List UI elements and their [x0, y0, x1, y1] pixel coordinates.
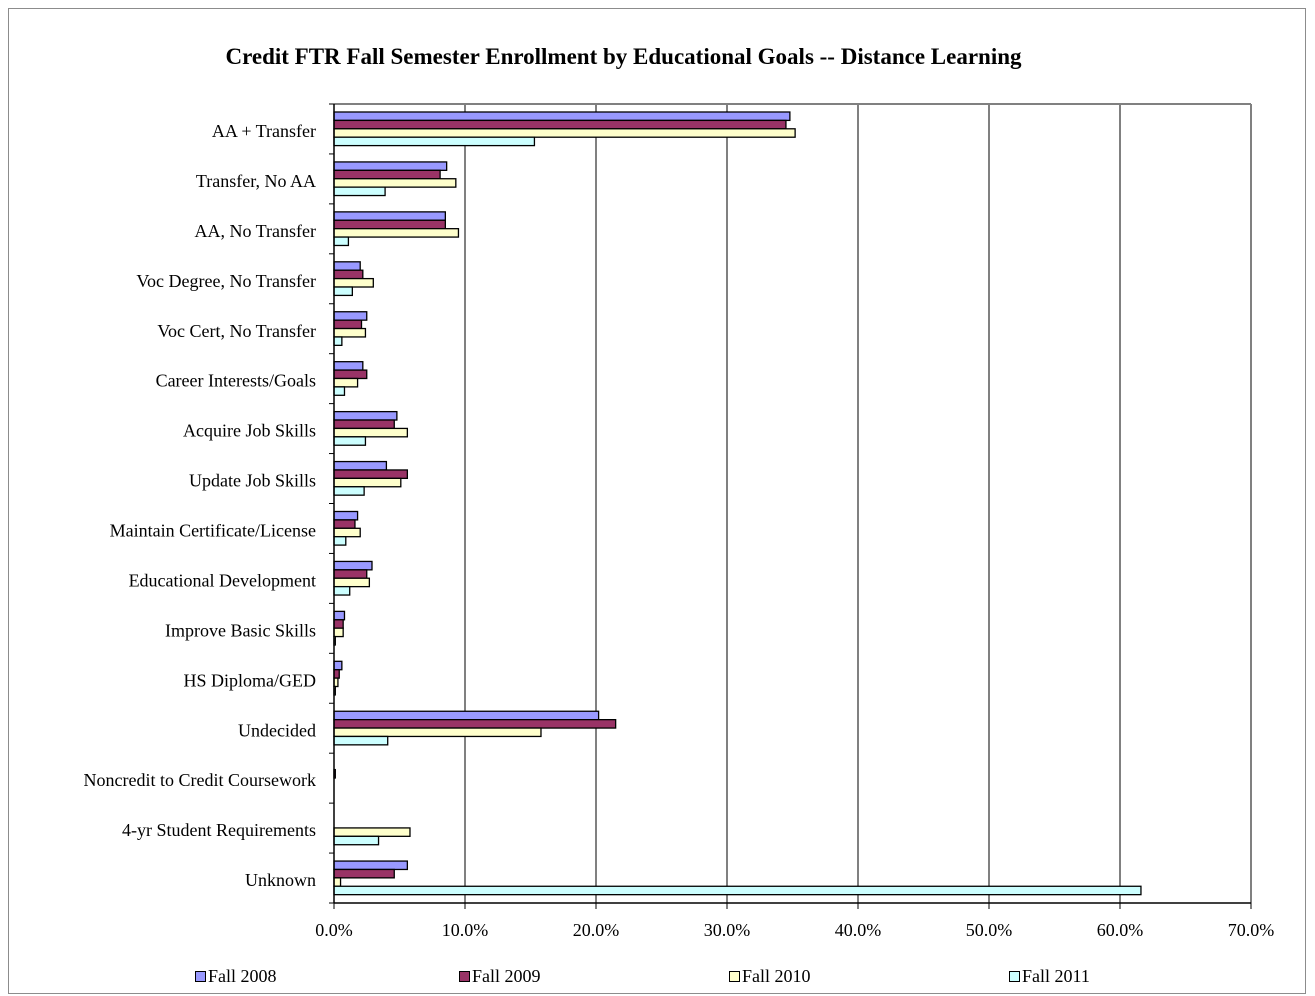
- bar-fall-2009: [333, 219, 446, 230]
- bar-fall-2009: [333, 619, 344, 629]
- category-label: Maintain Certificate/License: [110, 521, 316, 541]
- bar-fall-2011: [333, 735, 389, 746]
- legend-item: Fall 2008: [195, 966, 277, 987]
- category-label: Undecided: [238, 720, 316, 740]
- bar-fall-2009: [333, 669, 340, 679]
- x-tick-label: 0.0%: [315, 920, 353, 940]
- category-label: Career Interests/Goals: [156, 371, 316, 391]
- bar-fall-2010: [333, 527, 361, 538]
- bar-fall-2011: [333, 286, 353, 297]
- bar-fall-2008: [333, 560, 373, 571]
- bar-fall-2008: [333, 610, 346, 621]
- bar-fall-2009: [333, 419, 395, 430]
- bar-fall-2008: [333, 860, 409, 871]
- bar-fall-2011: [333, 885, 1142, 896]
- bar-fall-2008: [333, 211, 446, 221]
- x-tick-label: 70.0%: [1228, 920, 1275, 940]
- category-label: Update Job Skills: [189, 471, 316, 491]
- legend-label: Fall 2010: [742, 966, 811, 986]
- x-tick-label: 10.0%: [442, 920, 489, 940]
- category-label: Voc Degree, No Transfer: [136, 271, 316, 291]
- bar-fall-2009: [333, 719, 617, 729]
- bar-fall-2009: [333, 119, 787, 130]
- bar-fall-2010: [333, 377, 359, 388]
- chart-title: Credit FTR Fall Semester Enrollment by E…: [225, 44, 1022, 69]
- x-tick-label: 40.0%: [835, 920, 882, 940]
- bar-fall-2009: [333, 369, 368, 380]
- bar-fall-2010: [333, 827, 411, 837]
- bar-fall-2008: [333, 710, 600, 721]
- bar-fall-2009: [333, 519, 356, 529]
- bar-fall-2010: [333, 427, 409, 438]
- bar-fall-2011: [333, 486, 365, 496]
- category-label: Noncredit to Credit Coursework: [84, 770, 316, 790]
- bar-fall-2010: [333, 577, 371, 588]
- bar-fall-2010: [333, 327, 367, 338]
- axes: [329, 103, 1252, 909]
- legend: Fall 2008 Fall 2009 Fall 2010 Fall 2011: [195, 966, 1295, 992]
- bar-fall-2010: [333, 128, 796, 138]
- category-label: Acquire Job Skills: [183, 421, 316, 441]
- bar-fall-2009: [333, 569, 368, 579]
- bar-fall-2008: [333, 361, 364, 371]
- bar-fall-2009: [333, 868, 395, 879]
- bar-fall-2010: [333, 277, 374, 288]
- bar-fall-2009: [333, 169, 441, 180]
- bar-fall-2011: [333, 536, 347, 546]
- category-label: Educational Development: [129, 570, 316, 590]
- category-label: Transfer, No AA: [196, 171, 316, 191]
- bar-fall-2011: [333, 386, 346, 396]
- bar-fall-2008: [333, 111, 791, 122]
- legend-swatch: [1009, 971, 1020, 982]
- bar-fall-2011: [333, 835, 380, 846]
- bar-fall-2008: [333, 460, 388, 471]
- bar-fall-2011: [333, 336, 343, 347]
- legend-label: Fall 2008: [208, 966, 277, 986]
- legend-label: Fall 2011: [1022, 966, 1090, 986]
- chart-frame: [8, 8, 1306, 994]
- category-label: Voc Cert, No Transfer: [157, 321, 316, 341]
- category-label: Improve Basic Skills: [165, 620, 316, 640]
- bar-fall-2010: [333, 627, 344, 638]
- x-tick-label: 20.0%: [573, 920, 620, 940]
- category-label: 4-yr Student Requirements: [122, 820, 316, 840]
- legend-swatch: [729, 971, 740, 982]
- bars: [333, 111, 1142, 896]
- gridlines: [464, 104, 1121, 903]
- bar-fall-2008: [333, 660, 343, 671]
- category-label: Unknown: [245, 870, 316, 890]
- x-tick-label: 50.0%: [966, 920, 1013, 940]
- bar-fall-2008: [333, 261, 361, 271]
- bar-fall-2011: [333, 236, 350, 247]
- bar-fall-2009: [333, 469, 409, 480]
- bar-fall-2011: [333, 436, 367, 446]
- axis-labels: 0.0% 10.0% 20.0% 30.0% 40.0% 50.0% 60.0% 70.0% A…: [84, 121, 1275, 940]
- bar-fall-2008: [333, 510, 359, 521]
- bar-fall-2010: [333, 228, 460, 238]
- bar-fall-2011: [333, 136, 536, 147]
- legend-swatch: [459, 971, 470, 982]
- x-tick-label: 60.0%: [1097, 920, 1144, 940]
- bar-fall-2008: [333, 311, 368, 321]
- category-label: AA + Transfer: [212, 121, 316, 141]
- legend-item: Fall 2010: [729, 966, 811, 987]
- bar-fall-2011: [333, 186, 386, 197]
- bar-fall-2010: [333, 477, 402, 488]
- legend-item: Fall 2009: [459, 966, 541, 987]
- x-tick-label: 30.0%: [704, 920, 751, 940]
- bar-fall-2008: [333, 161, 448, 171]
- legend-label: Fall 2009: [472, 966, 541, 986]
- bar-fall-2010: [333, 727, 542, 738]
- bar-fall-2010: [333, 877, 342, 887]
- bar-fall-2008: [333, 410, 398, 421]
- bar-fall-2009: [333, 269, 364, 280]
- bar-fall-2010: [333, 178, 457, 188]
- legend-swatch: [195, 971, 206, 982]
- category-label: AA, No Transfer: [195, 221, 317, 241]
- bar-fall-2009: [333, 319, 363, 330]
- bar-fall-2011: [333, 585, 351, 596]
- category-label: HS Diploma/GED: [184, 670, 317, 690]
- legend-item: Fall 2011: [1009, 966, 1090, 987]
